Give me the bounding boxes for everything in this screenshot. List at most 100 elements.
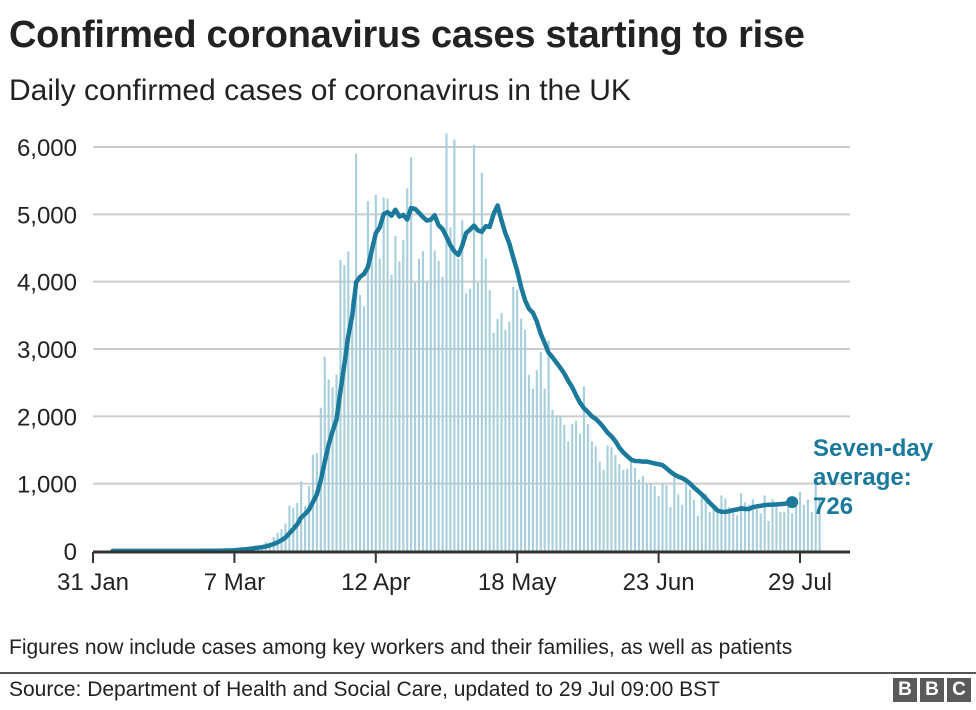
y-tick-label: 3,000 [17, 337, 77, 364]
bar [523, 329, 527, 551]
bar [645, 483, 648, 551]
bar [441, 276, 444, 551]
bbc-logo-letter: B [893, 678, 917, 702]
bar [602, 469, 605, 551]
bar [736, 515, 739, 551]
bar [626, 468, 629, 551]
bar [688, 489, 692, 551]
bar [559, 416, 562, 551]
footer-divider [0, 672, 976, 674]
bar [516, 289, 519, 551]
source-text: Source: Department of Health and Social … [9, 678, 720, 701]
y-tick-label: 4,000 [17, 270, 77, 297]
bar [551, 409, 554, 551]
bar [555, 415, 558, 551]
bar [673, 474, 676, 551]
bar [433, 250, 436, 551]
bar [700, 495, 703, 551]
bar [681, 504, 684, 551]
bar [677, 494, 680, 551]
bar [798, 491, 802, 551]
annotation-value: 726 [813, 493, 853, 520]
chart-area: 0 1,000 2,000 3,000 4,000 5,000 6,000 31 Jan 7 … [17, 133, 934, 596]
daily-cases-bars [91, 133, 821, 552]
bar [461, 220, 464, 551]
bar [504, 329, 507, 551]
bar [484, 258, 487, 551]
bar [637, 479, 641, 551]
bar [527, 374, 531, 551]
bar [747, 504, 751, 551]
bar [547, 340, 550, 551]
bar [771, 499, 774, 551]
y-tick-label: 0 [64, 539, 77, 566]
bar [692, 500, 696, 551]
bbc-logo-letter: C [947, 678, 971, 702]
bar [633, 467, 637, 551]
bar [370, 242, 373, 552]
bar [500, 313, 503, 551]
bar [661, 483, 664, 551]
bar [347, 251, 350, 551]
bar [641, 475, 644, 551]
bar [586, 423, 589, 551]
bar [406, 188, 409, 552]
bar [712, 505, 715, 551]
bar [669, 507, 672, 551]
chart-subtitle: Daily confirmed cases of coronavirus in … [9, 74, 631, 107]
bar [539, 351, 542, 551]
bar [410, 157, 413, 551]
bar [665, 485, 668, 551]
annotation-line-2: average: [813, 464, 912, 491]
bar [492, 332, 495, 551]
bar [575, 420, 578, 551]
bar [716, 509, 719, 551]
bar [465, 293, 468, 551]
bar [421, 251, 425, 552]
bar [802, 504, 806, 551]
bar [728, 507, 731, 551]
bar [457, 258, 460, 551]
bar [763, 495, 766, 551]
annotation-line-1: Seven-day [813, 435, 934, 462]
x-tick-label: 12 Apr [341, 569, 410, 596]
bar [362, 306, 366, 551]
bar [818, 499, 821, 551]
bar [578, 433, 582, 551]
x-tick-label: 23 Jun [623, 569, 695, 596]
bar [386, 198, 389, 551]
bar [394, 236, 397, 551]
bar [571, 423, 574, 551]
bar [445, 133, 448, 551]
bar [453, 139, 456, 551]
bar [657, 496, 660, 551]
x-tick-label: 7 Mar [204, 569, 265, 596]
y-tick-label: 6,000 [17, 135, 77, 162]
bar [696, 516, 699, 551]
bar [708, 511, 711, 551]
bar [567, 441, 570, 551]
bar [751, 499, 754, 551]
bar [767, 520, 770, 551]
bar [390, 274, 393, 551]
bar [810, 511, 813, 551]
bar [402, 240, 405, 551]
bar [610, 447, 613, 551]
bar [732, 508, 735, 551]
bar [488, 289, 491, 551]
bar [437, 260, 440, 551]
bar [335, 374, 338, 551]
bar [531, 388, 534, 551]
bar [563, 425, 566, 551]
bar [630, 460, 633, 551]
bar [480, 172, 483, 551]
bbc-logo-letter: B [920, 678, 944, 702]
bar [476, 282, 480, 551]
bar [468, 288, 472, 551]
bar [794, 500, 798, 551]
bar [512, 286, 515, 551]
chart-title: Confirmed coronavirus cases starting to … [9, 14, 805, 56]
bar [472, 144, 476, 551]
bar [508, 321, 511, 551]
x-tick-label: 29 Jul [768, 569, 832, 596]
